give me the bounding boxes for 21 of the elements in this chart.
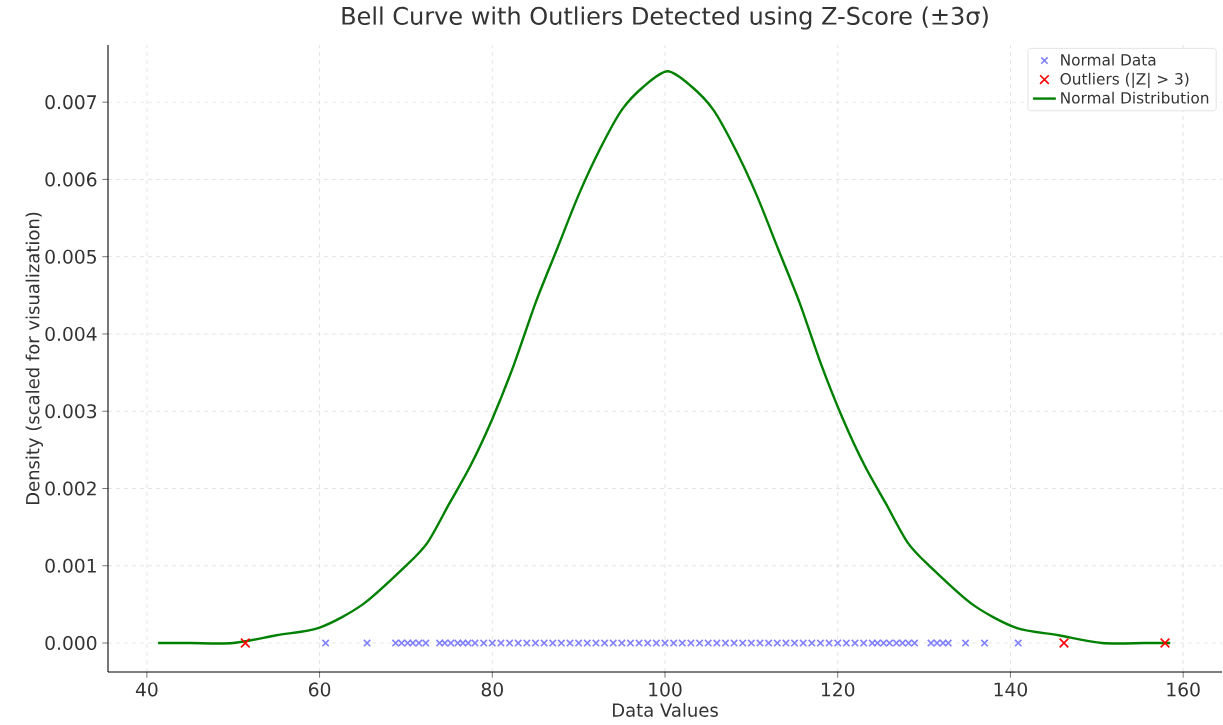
x-tick-label: 40 — [135, 682, 158, 697]
x-tick-label: 80 — [481, 682, 503, 697]
y-tick-label: 0.005 — [45, 249, 96, 264]
x-tick-label: 120 — [821, 682, 855, 697]
y-tick-label: 0.000 — [45, 635, 97, 651]
legend-label: Normal Distribution — [1061, 91, 1209, 104]
x-tick-label: 60 — [309, 682, 331, 697]
y-tick-label: 0.004 — [45, 326, 97, 342]
y-tick-label: 0.007 — [45, 95, 97, 110]
x-tick-label: 160 — [1167, 682, 1200, 697]
x-tick-label: 140 — [994, 682, 1028, 697]
y-tick-label: 0.006 — [45, 172, 97, 187]
y-tick-label: 0.001 — [45, 558, 96, 573]
y-tick-label: 0.003 — [45, 404, 97, 419]
y-axis-title: Density (scaled for visualization) — [25, 212, 44, 505]
x-tick-label: 100 — [649, 682, 682, 697]
y-tick-label: 0.002 — [45, 481, 96, 496]
legend-label: Normal Data — [1061, 53, 1156, 66]
legend-label: Outliers (|Z| > 3) — [1060, 72, 1189, 89]
chart-title: Bell Curve with Outliers Detected using Z-Score (±3σ) — [342, 6, 988, 30]
x-axis-title: Data Values — [613, 703, 718, 717]
